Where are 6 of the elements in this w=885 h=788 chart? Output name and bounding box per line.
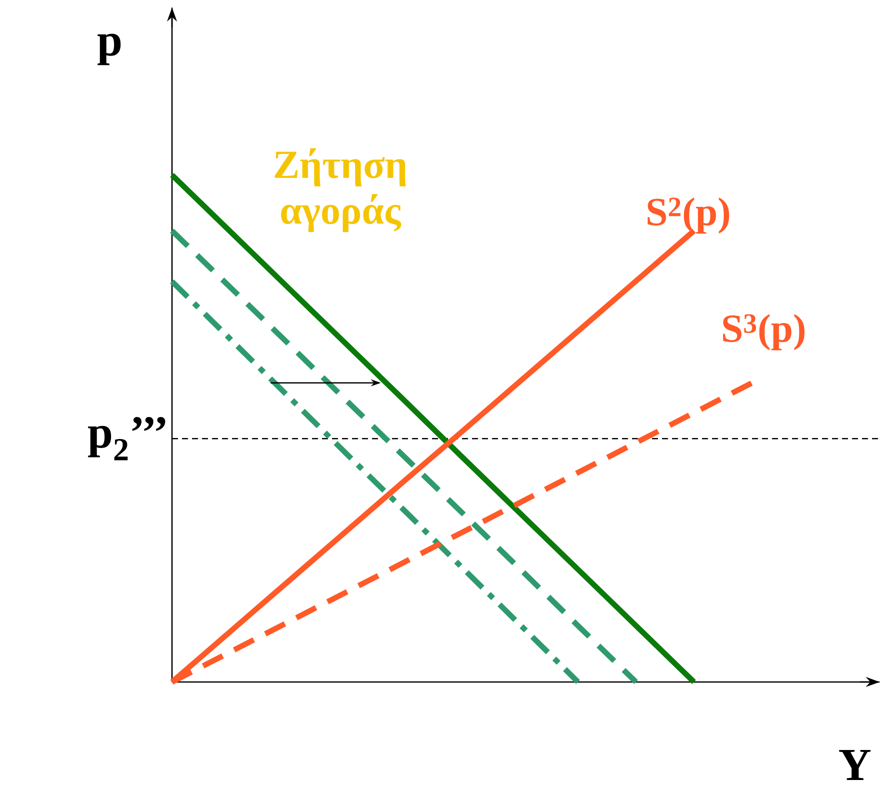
series-label: S$^{2}$(p): [648, 197, 730, 234]
y-axis-title: p: [98, 34, 121, 66]
x-axis-title: Y: [839, 750, 871, 780]
ref-line-label: p$_{2}$’’’: [88, 417, 166, 460]
series-label: Ζήτηση αγοράς: [274, 148, 406, 232]
series-label: S$^{3}$(p): [723, 314, 805, 350]
